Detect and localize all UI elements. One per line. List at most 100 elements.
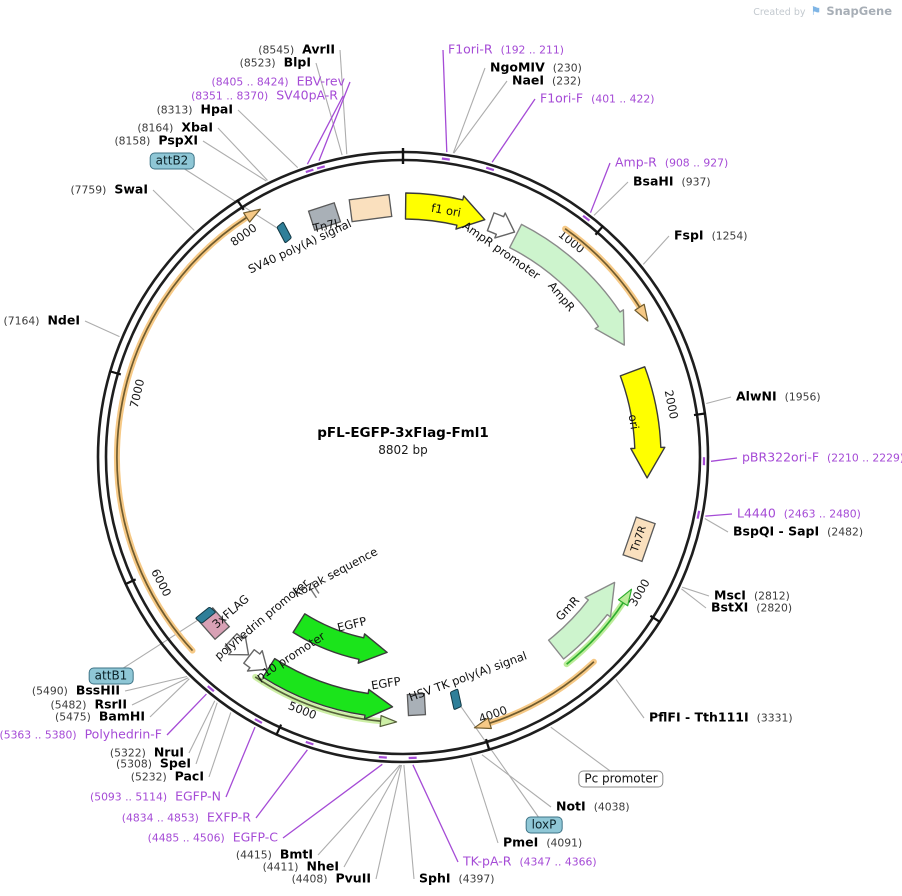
leader-alwni [706,396,732,405]
leader-pc-promoter [550,726,622,780]
tick-5000 [275,724,283,736]
leader-naei [453,80,508,154]
leader-noti [481,754,552,808]
leader-polyhedrin-f [166,693,207,736]
feature-loxP-site[interactable] [450,688,462,710]
primer-site-tick-exfp-r [305,740,314,746]
feature-gmr[interactable] [547,581,616,660]
feature-ampr-promoter[interactable] [486,212,516,239]
plasmid-name: pFL-EGFP-3xFlag-Fml1 [317,425,489,441]
leader-bamhi [149,678,190,718]
tick-1000 [594,224,605,236]
snapgene-branding: Created by ⚑ SnapGene [753,4,892,18]
leader-egfp-c [282,763,383,839]
feature-ori[interactable] [619,366,666,479]
primer-site-tick-amp-r [582,214,591,222]
plasmid-title-block: pFL-EGFP-3xFlag-Fml1 8802 bp [317,425,489,457]
feature-p10-promoter-arrow[interactable] [243,649,268,672]
tick-label-2000: 2000 [662,389,681,420]
primer-site-tick-f1ori-r [441,157,450,161]
gmr-orf-core [566,602,624,665]
leader-pvuii [375,764,403,880]
primer-site-tick-polyhedrin-f [207,685,215,693]
leader-ndei [84,320,120,338]
primer-site-tick-egfp-n [254,718,263,724]
orf-left-head[interactable] [243,208,261,223]
egfp-orf-core [254,676,381,722]
leader-ngomiv [452,67,486,154]
leader-f1ori-f [491,98,536,163]
leader-nrui [188,700,216,754]
leader-loxp [455,698,545,826]
primer-site-tick-ebv-rev [316,165,326,170]
leader-egfp-n [225,726,256,798]
egfp-orf-head[interactable] [379,715,398,728]
feature-egfp-lower[interactable] [262,657,394,720]
leader-bsahi [593,181,629,216]
gmr-orf-head[interactable] [617,588,633,607]
leader-sphi [403,764,415,880]
tick-8000 [236,199,245,211]
leader-exfp-r [255,749,308,819]
feature-egfp-upper[interactable] [292,613,388,664]
leader-bspqi-sapi [704,518,729,533]
leader-pflfi-tth111i [615,679,645,719]
leader-swai [152,189,195,231]
leader-l4440 [705,513,733,517]
ampr-orf-head[interactable] [634,303,649,322]
leader-bsshii [124,675,188,692]
feature-sv40-polya-box[interactable] [307,201,342,232]
tick-4000 [484,738,491,751]
leader-f1ori-r [442,49,448,153]
primer-site-tick-sv40pa-r [305,168,314,174]
snapgene-flag-icon: ⚑ [810,4,822,18]
tick-label-7000: 7000 [127,378,147,410]
orf-bottom-head[interactable] [473,717,492,730]
feature-attB1-site[interactable] [195,607,216,624]
leader-avrii [339,49,348,155]
primer-site-tick-l4440 [696,510,701,519]
tick-2000 [693,412,707,417]
leader-amp-r [589,162,611,213]
created-by-text: Created by [753,7,806,18]
backbone-outer-ring[interactable] [96,150,710,764]
leader-nhei [343,764,402,868]
kozak-marker-line-1 [310,581,320,594]
primer-site-tick-f1ori-f [485,166,495,172]
feature-tn7r-box[interactable] [622,516,656,563]
feature-attB2-site[interactable] [276,222,292,243]
leader-pbr322ori-f [710,457,738,462]
kozak-marker-line-0 [308,586,318,599]
tick-7000 [108,370,122,376]
leader-rsrii [131,677,189,706]
leader-bstxi [681,588,707,609]
orf-bottom-core [489,661,595,725]
leader-ebv-rev [318,81,351,161]
leader-msci [681,586,710,597]
leader-fspi [642,235,670,265]
ampr-orf-core [564,228,641,308]
feature-hsvtk-polya-box[interactable] [406,692,427,717]
leader-bmti [317,764,401,856]
backbone-inner-ring[interactable] [104,158,702,756]
feature-ampr[interactable] [509,223,625,346]
leader-attb1 [110,614,206,677]
primer-site-tick-egfp-c [378,755,387,759]
snapgene-brand-text: SnapGene [826,4,892,18]
leader-blpi [315,62,343,156]
plasmid-size: 8802 bp [378,443,428,457]
tick-3000 [649,614,662,624]
feature-tn7l-box[interactable] [348,193,393,223]
tick-6000 [124,578,137,586]
orf-left-core [116,216,248,652]
leader-sv40pa-r [306,95,344,165]
leader-pmei [470,757,499,844]
feature-polyhedrin-promoter-arrow[interactable] [224,633,250,656]
leader-attb2 [171,160,285,233]
leader-tk-pa-r [412,764,459,863]
leader-xbai [217,127,268,181]
feature-f1-ori[interactable] [404,192,486,230]
leader-pspxi [202,140,267,182]
